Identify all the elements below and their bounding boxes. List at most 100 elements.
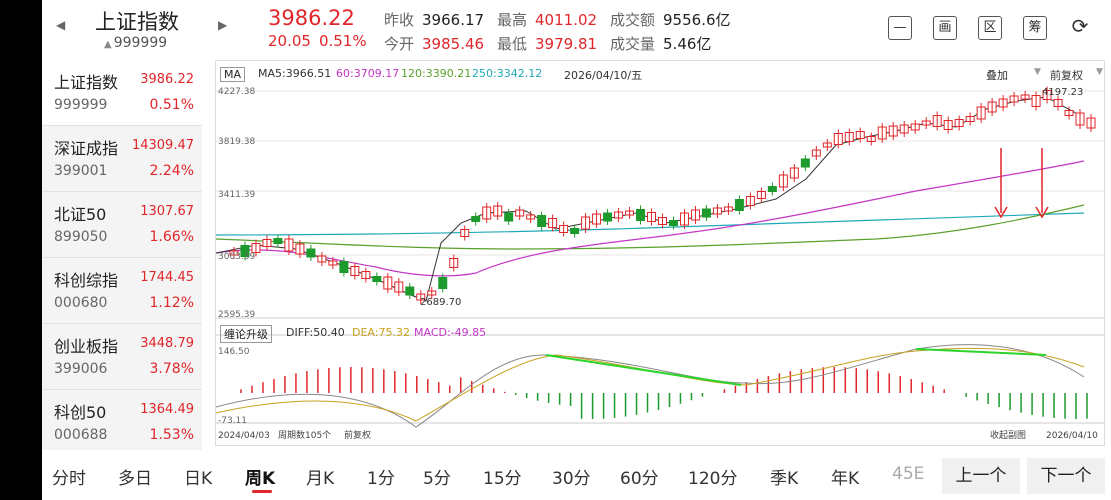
chan-upgrade-button[interactable]: 缠论升级 <box>220 325 272 343</box>
collapse-subchart-button[interactable]: 收起副图 <box>990 429 1026 441</box>
sidebar-item-price: 3448.79 <box>140 336 194 351</box>
tab-1min[interactable]: 1分 <box>367 469 395 489</box>
index-name: 上证指数 <box>95 10 179 34</box>
tab-45e[interactable]: 45E <box>892 464 925 484</box>
sidebar-item-code: 899050 <box>54 229 108 245</box>
ma-selector-button[interactable]: MA <box>220 67 246 82</box>
macd-bottom-label: -73.11 <box>218 416 247 426</box>
next-stock-arrow-icon[interactable]: ▶ <box>218 18 228 32</box>
minus-icon[interactable]: — <box>888 16 912 40</box>
sidebar-item-name: 上证指数 <box>54 73 119 92</box>
triangle-up-icon: ▲ <box>104 39 112 50</box>
diff-label: DIFF:50.40 <box>286 326 345 339</box>
sidebar-item-name: 科创50 <box>54 403 107 422</box>
change-value: 20.05 <box>268 32 311 50</box>
ma5-label: MA5:3966.51 <box>258 67 332 80</box>
picture-icon[interactable]: 画 <box>933 16 957 40</box>
kline-svg: 4227.38 3819.38 3411.39 3003.39 2595.39 … <box>216 86 1104 441</box>
low-value: 3979.81 <box>535 35 598 53</box>
sidebar-item-pct: 2.24% <box>149 163 194 179</box>
sidebar-item-bse50[interactable]: 北证50 1307.67 899050 1.66% <box>42 192 202 258</box>
ma60-line <box>216 160 1085 277</box>
sidebar-item-name: 深证成指 <box>54 139 119 158</box>
prev-stock-arrow-icon[interactable]: ◀ <box>56 18 66 32</box>
volume-value: 5.46亿 <box>663 35 712 53</box>
high-value: 4011.02 <box>535 11 598 29</box>
chip-icon[interactable]: 筹 <box>1023 16 1047 40</box>
prev-stock-button[interactable]: 上一个 <box>942 458 1020 494</box>
dea-line <box>216 347 1085 422</box>
sidebar-item-name: 科创综指 <box>54 271 119 290</box>
quote-col-1: 昨收 3966.17 今开 3985.46 <box>384 8 484 56</box>
volume-label: 成交量 <box>610 35 656 53</box>
sidebar-item-sse[interactable]: 上证指数 3986.22 999999 0.51% <box>42 60 202 126</box>
tab-30min[interactable]: 30分 <box>552 469 591 489</box>
index-code-text: 999999 <box>113 35 168 51</box>
sidebar-item-szse[interactable]: 深证成指 14309.47 399001 2.24% <box>42 126 202 192</box>
overlay-dropdown[interactable]: 叠加 <box>986 69 1008 82</box>
tab-intraday[interactable]: 分时 <box>52 469 86 489</box>
tab-yearly[interactable]: 年K <box>831 469 860 489</box>
arrow-down-icon <box>994 206 1008 219</box>
sidebar-item-name: 创业板指 <box>54 337 119 356</box>
prev-close-value: 3966.17 <box>422 11 485 29</box>
y-axis-label: 4227.38 <box>218 87 255 97</box>
index-code: ▲ 999999 <box>104 35 167 51</box>
ma250-line <box>216 212 1085 236</box>
sidebar-item-chinext[interactable]: 创业板指 3448.79 399006 3.78% <box>42 324 202 390</box>
sidebar-item-star-composite[interactable]: 科创综指 1744.45 000680 1.12% <box>42 258 202 324</box>
y-axis-label: 3819.38 <box>218 137 255 147</box>
y-axis-label: 3003.39 <box>218 252 255 262</box>
period-tabs: 分时 多日 日K 周K 月K 1分 5分 15分 30分 60分 120分 季K… <box>42 452 1111 500</box>
next-stock-button[interactable]: 下一个 <box>1027 458 1105 494</box>
tab-5min[interactable]: 5分 <box>423 469 451 489</box>
rotate-screen-icon[interactable]: ⟳ <box>1071 14 1089 38</box>
ma120-line <box>216 204 1085 250</box>
turnover-value: 9556.6亿 <box>663 11 731 29</box>
overlay-chevron-icon: ▼ <box>1034 67 1041 77</box>
chan-segment-line <box>545 354 742 386</box>
tab-daily[interactable]: 日K <box>184 469 213 489</box>
sidebar-item-code: 399001 <box>54 163 108 179</box>
sidebar-item-pct: 1.53% <box>149 427 194 443</box>
adjust-chevron-icon: ▼ <box>1096 67 1103 77</box>
chan-segment-line <box>915 348 1047 356</box>
sidebar-item-code: 999999 <box>54 97 108 113</box>
tab-15min[interactable]: 15分 <box>483 469 522 489</box>
kline-chart-panel[interactable]: MA MA5:3966.51 60:3709.17 120:3390.21 25… <box>215 60 1105 446</box>
low-price-mark: 2689.70 <box>420 297 461 308</box>
open-label: 今开 <box>384 35 415 53</box>
open-value: 3985.46 <box>422 35 485 53</box>
sidebar-item-price: 1307.67 <box>140 204 194 219</box>
change-pct: 0.51% <box>318 32 367 50</box>
stock-screen: ◀ 上证指数 ▲ 999999 ▶ 3986.22 20.05 0.51% 昨收 39… <box>42 0 1111 500</box>
quote-header: ◀ 上证指数 ▲ 999999 ▶ 3986.22 20.05 0.51% 昨收 39… <box>42 0 1111 58</box>
sidebar-item-code: 000688 <box>54 427 108 443</box>
tab-quarterly[interactable]: 季K <box>770 469 799 489</box>
quote-col-3: 成交额 9556.6亿 成交量 5.46亿 <box>610 8 731 56</box>
tab-120min[interactable]: 120分 <box>688 469 738 489</box>
y-axis-label: 3411.39 <box>218 190 255 200</box>
macd-bars-group <box>240 367 1088 419</box>
sidebar-item-pct: 1.66% <box>149 229 194 245</box>
chart-date: 2026/04/10/五 <box>564 69 643 82</box>
tab-monthly[interactable]: 月K <box>306 469 335 489</box>
sidebar-item-price: 3986.22 <box>140 72 194 87</box>
tab-60min[interactable]: 60分 <box>620 469 659 489</box>
zone-icon[interactable]: 区 <box>978 16 1002 40</box>
sidebar-item-pct: 1.12% <box>149 295 194 311</box>
prev-close-label: 昨收 <box>384 11 415 29</box>
diff-line <box>216 344 1085 428</box>
sidebar-item-pct: 0.51% <box>149 97 194 113</box>
arrow-down-icon <box>1035 206 1049 219</box>
adjust-dropdown[interactable]: 前复权 <box>1050 69 1083 82</box>
sidebar-item-star50[interactable]: 科创50 1364.49 000688 1.53% <box>42 390 202 456</box>
ma250-label: 250:3342.12 <box>472 67 543 80</box>
tab-weekly[interactable]: 周K <box>245 469 276 489</box>
macd-label: MACD:-49.85 <box>414 326 487 339</box>
dea-label: DEA:75.32 <box>352 326 410 339</box>
tab-multiday[interactable]: 多日 <box>118 469 152 489</box>
adjust-mode: 前复权 <box>344 429 371 441</box>
y-axis-label: 2595.39 <box>218 310 255 320</box>
sidebar-item-pct: 3.78% <box>149 361 194 377</box>
